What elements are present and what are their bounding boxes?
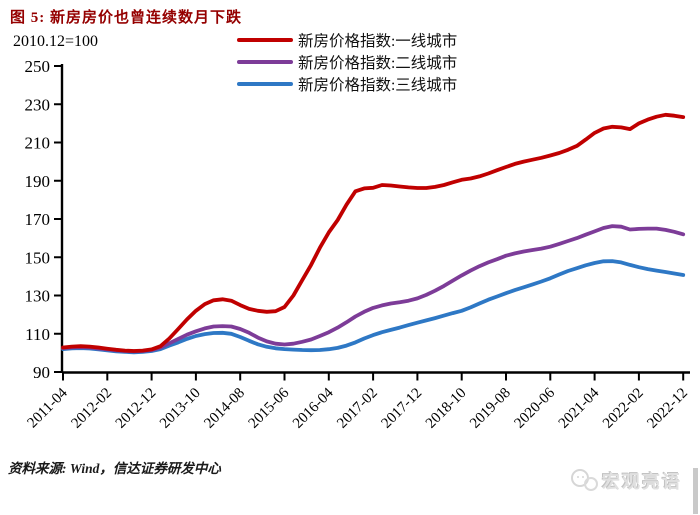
x-tick-label: 2019-08 (467, 385, 514, 432)
legend-swatch-tier1 (237, 38, 293, 42)
x-tick-label: 2021-04 (556, 385, 603, 432)
y-tick-label: 170 (25, 210, 51, 229)
price-index-chart: 90 110 130 150 170 190 210 230 250 2011-042012-02… (25, 57, 692, 432)
x-tick-label: 2013-10 (157, 385, 204, 432)
x-tick-label: 2017-12 (379, 385, 426, 432)
x-tick-label: 2018-10 (423, 385, 470, 432)
index-base-note: 2010.12=100 (13, 33, 99, 50)
legend-label-tier2: 新房价格指数:二线城市 (298, 55, 458, 72)
x-tick-label: 2022-12 (644, 385, 691, 432)
x-tick-label: 2017-02 (334, 385, 381, 432)
y-tick-label: 190 (25, 172, 51, 191)
x-tick-label: 2014-08 (201, 385, 248, 432)
legend-item-tier3: 新房价格指数:三线城市 (237, 73, 457, 95)
y-tick-label: 230 (25, 95, 51, 114)
y-tick-label: 210 (25, 134, 51, 153)
wechat-icon (571, 469, 598, 491)
x-tick-label: 2012-12 (113, 385, 160, 432)
y-tick-label: 150 (25, 248, 51, 267)
x-tick-label: 2012-02 (68, 385, 115, 432)
series-line-tier2 (61, 224, 686, 354)
legend: 新房价格指数:一线城市 新房价格指数:二线城市 新房价格指数:三线城市 (237, 29, 457, 95)
x-tick-label: 2016-04 (290, 385, 337, 432)
legend-swatch-tier2 (237, 60, 293, 64)
legend-swatch-tier3 (237, 82, 293, 86)
y-tick-label: 130 (25, 287, 51, 306)
legend-item-tier1: 新房价格指数:一线城市 (237, 29, 457, 51)
x-tick-label: 2015-06 (246, 385, 293, 432)
legend-item-tier2: 新房价格指数:二线城市 (237, 51, 457, 73)
watermark-label: 宏观亮语 (602, 472, 682, 492)
scrollbar-handle (693, 468, 698, 514)
x-tick-label: 2011-04 (25, 385, 72, 432)
figure-title: 图 5: 新房房价也曾连续数月下跌 (10, 10, 242, 26)
x-tick-label: 2022-02 (600, 385, 647, 432)
legend-label-tier3: 新房价格指数:三线城市 (298, 77, 458, 94)
x-tick-label: 2020-06 (511, 385, 558, 432)
data-source-note: 资料来源: Wind，信达证券研发中心 (8, 461, 221, 476)
y-tick-label: 110 (25, 325, 50, 344)
y-tick-label: 90 (33, 363, 50, 382)
y-tick-label: 250 (25, 57, 51, 76)
series-line-tier1 (61, 112, 686, 353)
watermark: 宏观亮语 (568, 468, 682, 494)
legend-label-tier1: 新房价格指数:一线城市 (298, 33, 458, 50)
